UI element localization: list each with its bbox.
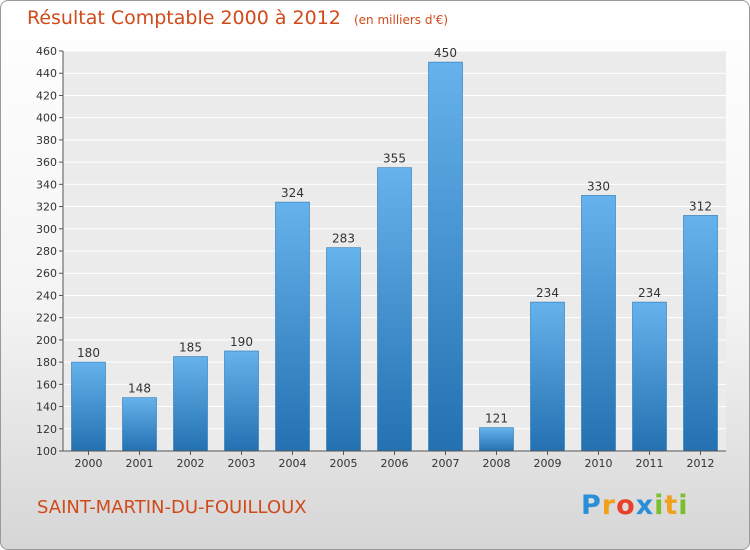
y-tick-label: 380 [36, 134, 57, 147]
data-label-2000: 180 [77, 346, 100, 360]
logo-letter: i [678, 490, 689, 521]
y-tick-label: 300 [36, 223, 57, 236]
y-tick-label: 400 [36, 112, 57, 125]
chart-title-block: Résultat Comptable 2000 à 2012 (en milli… [27, 7, 448, 29]
y-axis: 100 120 140 160 180 200 220 240 260 280 300 320 340 3… [36, 45, 64, 458]
x-tick-label-2004: 2004 [279, 457, 307, 470]
data-label-2005: 283 [332, 232, 355, 246]
data-label-2003: 190 [230, 335, 253, 349]
bar-2008 [479, 427, 514, 452]
logo-letter: x [635, 490, 655, 521]
data-label-2006: 355 [383, 152, 406, 166]
data-label-2004: 324 [281, 186, 304, 200]
x-tick-label-2005: 2005 [330, 457, 358, 470]
x-tick-label-2009: 2009 [534, 457, 562, 470]
y-tick-label: 340 [36, 178, 57, 191]
bar-2009 [530, 301, 565, 452]
y-tick-label: 420 [36, 89, 57, 102]
bar-2011 [632, 301, 667, 452]
data-label-2009: 234 [536, 286, 559, 300]
x-tick-label-2012: 2012 [687, 457, 715, 470]
x-tick-label-2003: 2003 [228, 457, 256, 470]
bar-2007 [428, 61, 463, 452]
bar-2012 [683, 215, 718, 452]
y-tick-label: 200 [36, 334, 57, 347]
bar-2006 [377, 167, 412, 452]
x-axis: 2000 2001 2002 2003 2004 2005 2006 2007 2008 2009… [63, 450, 726, 470]
x-tick-label-2000: 2000 [75, 457, 103, 470]
x-tick-label-2011: 2011 [636, 457, 664, 470]
y-tick-label: 180 [36, 356, 57, 369]
bar-2004 [275, 201, 310, 452]
data-label-2007: 450 [434, 46, 457, 60]
y-tick-label: 100 [36, 445, 57, 458]
x-tick-label-2008: 2008 [483, 457, 511, 470]
bar-2003 [224, 350, 259, 452]
y-tick-label: 460 [36, 45, 57, 58]
data-label-2011: 234 [638, 286, 661, 300]
y-tick-label: 140 [36, 401, 57, 414]
logo-letter: P [581, 490, 602, 521]
chart-title: Résultat Comptable 2000 à 2012 [27, 7, 341, 29]
logo-letter: r [601, 490, 617, 521]
y-tick-label: 160 [36, 378, 57, 391]
commune-name: SAINT-MARTIN-DU-FOUILLOUX [37, 497, 307, 518]
x-tick-label-2001: 2001 [126, 457, 154, 470]
bar-2001 [122, 397, 157, 452]
y-tick-label: 320 [36, 201, 57, 214]
data-label-2002: 185 [179, 341, 202, 355]
bar-2010 [581, 195, 616, 452]
data-label-2001: 148 [128, 382, 151, 396]
y-tick-label: 280 [36, 245, 57, 258]
data-label-2012: 312 [689, 199, 712, 213]
x-tick-label-2010: 2010 [585, 457, 613, 470]
y-tick-label: 360 [36, 156, 57, 169]
y-tick-label: 260 [36, 267, 57, 280]
y-tick-label: 120 [36, 423, 57, 436]
y-tick-label: 440 [36, 67, 57, 80]
bar-2000 [71, 361, 106, 452]
y-tick-label: 220 [36, 312, 57, 325]
logo-letter: o [616, 490, 636, 521]
data-label-2010: 330 [587, 179, 610, 193]
x-tick-label-2007: 2007 [432, 457, 460, 470]
bar-2005 [326, 247, 361, 452]
data-label-2008: 121 [485, 412, 508, 426]
x-tick-label-2002: 2002 [177, 457, 205, 470]
chart-unit-note: (en milliers d'€) [353, 13, 449, 27]
logo-letter: t [664, 490, 679, 521]
x-tick-label-2006: 2006 [381, 457, 409, 470]
proxiti-logo: Proxiti [581, 490, 689, 521]
bar-2002 [173, 356, 208, 452]
logo-letter: i [654, 490, 665, 521]
y-tick-label: 240 [36, 289, 57, 302]
